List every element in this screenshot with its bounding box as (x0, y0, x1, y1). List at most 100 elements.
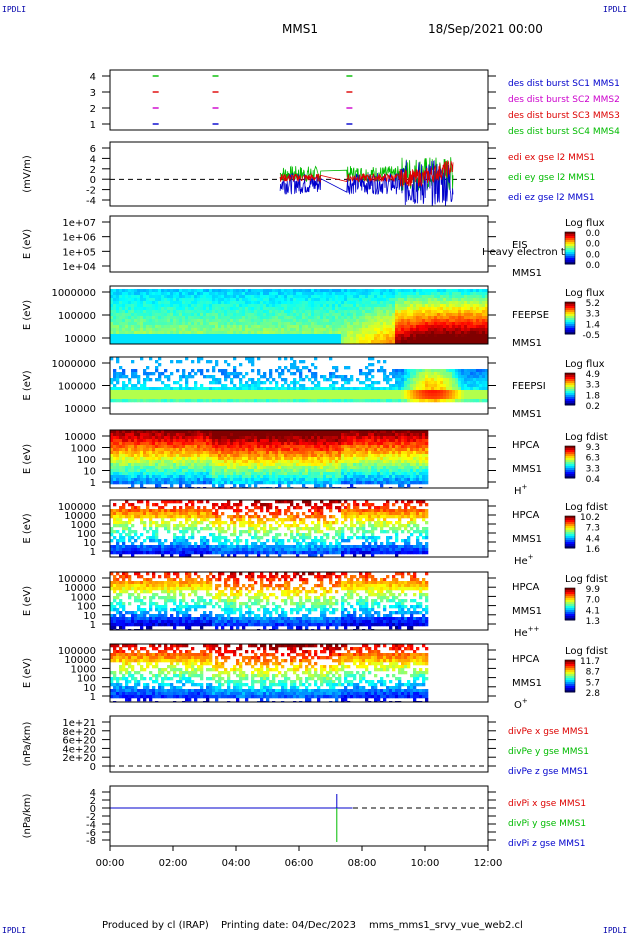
legend-entry: edi ex gse l2 MMS1 (508, 153, 595, 163)
y-tick-label: 1 (90, 620, 96, 631)
y-tick-label: 10000 (64, 432, 96, 443)
y-tick-label: 100000 (58, 311, 96, 322)
legend-entry: divPe y gse MMS1 (508, 747, 589, 757)
colorbar-tick: 6.3 (586, 454, 600, 464)
panel-0: 4 3 2 1 (90, 72, 496, 131)
y-axis-label: E (eV) (22, 513, 33, 543)
charge-label: + (528, 553, 534, 561)
y-tick-label: 1e+05 (62, 247, 96, 258)
legend-entry: des dist burst SC3 MMS3 (508, 111, 620, 121)
y-tick-label: 1000 (71, 444, 96, 455)
y-tick-label: 1e+06 (62, 233, 96, 244)
colorbar-tick: 4.1 (586, 606, 600, 616)
x-tick-label: 04:00 (222, 858, 251, 869)
instrument-label: FEEPSI (512, 381, 546, 392)
y-tick-label: 1 (90, 547, 96, 558)
colorbar-tick: 1.3 (586, 617, 600, 627)
y-tick-label: 1000000 (51, 359, 96, 370)
y-axis-label: E (eV) (22, 658, 33, 688)
y-axis-label: (nPa/km) (22, 794, 33, 839)
colorbar-tick: 1.6 (586, 545, 601, 555)
colorbar-tick: 2.8 (586, 689, 601, 699)
legend-entry: des dist burst SC1 MMS1 (508, 79, 620, 89)
spectrogram-6 (110, 500, 428, 557)
charge-label: + (522, 483, 528, 491)
y-tick-label: -2 (86, 186, 96, 197)
colorbar-title: Log flux (565, 288, 605, 299)
y-tick-label: 10000 (64, 334, 96, 345)
y-axis-label: (mV/m) (22, 155, 33, 193)
y-axis-label: (nPa/km) (22, 722, 33, 767)
colorbar-tick: 0.2 (586, 402, 600, 412)
x-tick-label: 08:00 (348, 858, 377, 869)
colorbar-title: Log fdist (565, 646, 608, 657)
instrument-label: HPCA (512, 582, 540, 593)
y-tick-label: 2 (90, 104, 96, 115)
x-tick-label: 00:00 (96, 858, 125, 869)
charge-label: + (522, 697, 528, 705)
species-label: H+ (514, 483, 528, 497)
spacecraft-label: MMS1 (512, 678, 542, 689)
spacecraft-label: MMS1 (512, 606, 542, 617)
colorbar-tick: 3.3 (586, 464, 600, 474)
colorbar-tick: 9.3 (586, 443, 600, 453)
y-axis-label: E (eV) (22, 586, 33, 616)
colorbar-tick: 0.0 (586, 250, 601, 260)
spacecraft-label: MMS1 (512, 464, 542, 475)
y-tick-label: 3 (90, 88, 96, 99)
colorbar-tick: 0.0 (586, 261, 601, 271)
y-tick-label: 1 (90, 120, 96, 131)
overflow-label: Heavy electron to (482, 247, 571, 258)
legend-entry: des dist burst SC2 MMS2 (508, 95, 620, 105)
y-tick-label: 100 (77, 455, 96, 466)
colorbar-tick: 7.0 (586, 596, 601, 606)
spectrogram-8 (110, 644, 428, 704)
legend-entry: edi ez gse l2 MMS1 (508, 193, 595, 203)
legend-entry: des dist burst SC4 MMS4 (508, 127, 620, 137)
colorbar-tick: 1.8 (586, 391, 601, 401)
footer-produced: Produced by cl (IRAP) (102, 920, 209, 931)
species-label: He++ (514, 625, 540, 639)
instrument-label: HPCA (512, 654, 540, 665)
instrument-label: HPCA (512, 440, 540, 451)
colorbar-tick: 7.3 (586, 524, 600, 534)
legend-entry: divPi x gse MMS1 (508, 799, 586, 809)
y-tick-label: 1 (90, 478, 96, 489)
x-tick-label: 10:00 (411, 858, 440, 869)
colorbar-tick: 8.7 (586, 668, 600, 678)
y-tick-label: 1 (90, 692, 96, 703)
panel-frame (110, 216, 488, 272)
spectrogram-5 (110, 430, 428, 490)
y-tick-label: 1000000 (51, 288, 96, 299)
colorbar-tick: 4.9 (586, 370, 601, 380)
y-tick-label: 2 (90, 165, 96, 176)
colorbar-title: Log flux (565, 359, 605, 370)
y-tick-label: 1e+04 (62, 262, 96, 273)
species-label: O+ (514, 697, 528, 711)
colorbar-tick: 1.4 (586, 320, 601, 330)
colorbar-tick: 3.3 (586, 381, 600, 391)
spectrogram-3 (110, 289, 488, 346)
species-label: He+ (514, 553, 534, 567)
instrument-label: FEEPSE (512, 310, 549, 321)
colorbar-tick: 11.7 (580, 657, 600, 667)
legend-entry: edi ey gse l2 MMS1 (508, 173, 595, 183)
y-tick-label: 0 (90, 175, 96, 186)
x-tick-label: 06:00 (285, 858, 314, 869)
colorbar-tick: -0.5 (582, 331, 600, 341)
y-axis-label: E (eV) (22, 300, 33, 330)
y-tick-label: 10000 (64, 404, 96, 415)
charge-label: ++ (528, 625, 540, 633)
colorbar-title: Log fdist (565, 574, 608, 585)
y-tick-label: 4 (90, 72, 96, 83)
y-tick-label: -4 (86, 196, 96, 207)
legend-entry: divPe z gse MMS1 (508, 767, 588, 777)
colorbar-tick: 5.7 (586, 678, 600, 688)
y-tick-label: 10 (83, 467, 96, 478)
colorbar-tick: 0.0 (586, 229, 601, 239)
y-tick-label: 100000 (58, 382, 96, 393)
y-tick-label: 1e+07 (62, 218, 96, 229)
y-axis-label: E (eV) (22, 444, 33, 474)
